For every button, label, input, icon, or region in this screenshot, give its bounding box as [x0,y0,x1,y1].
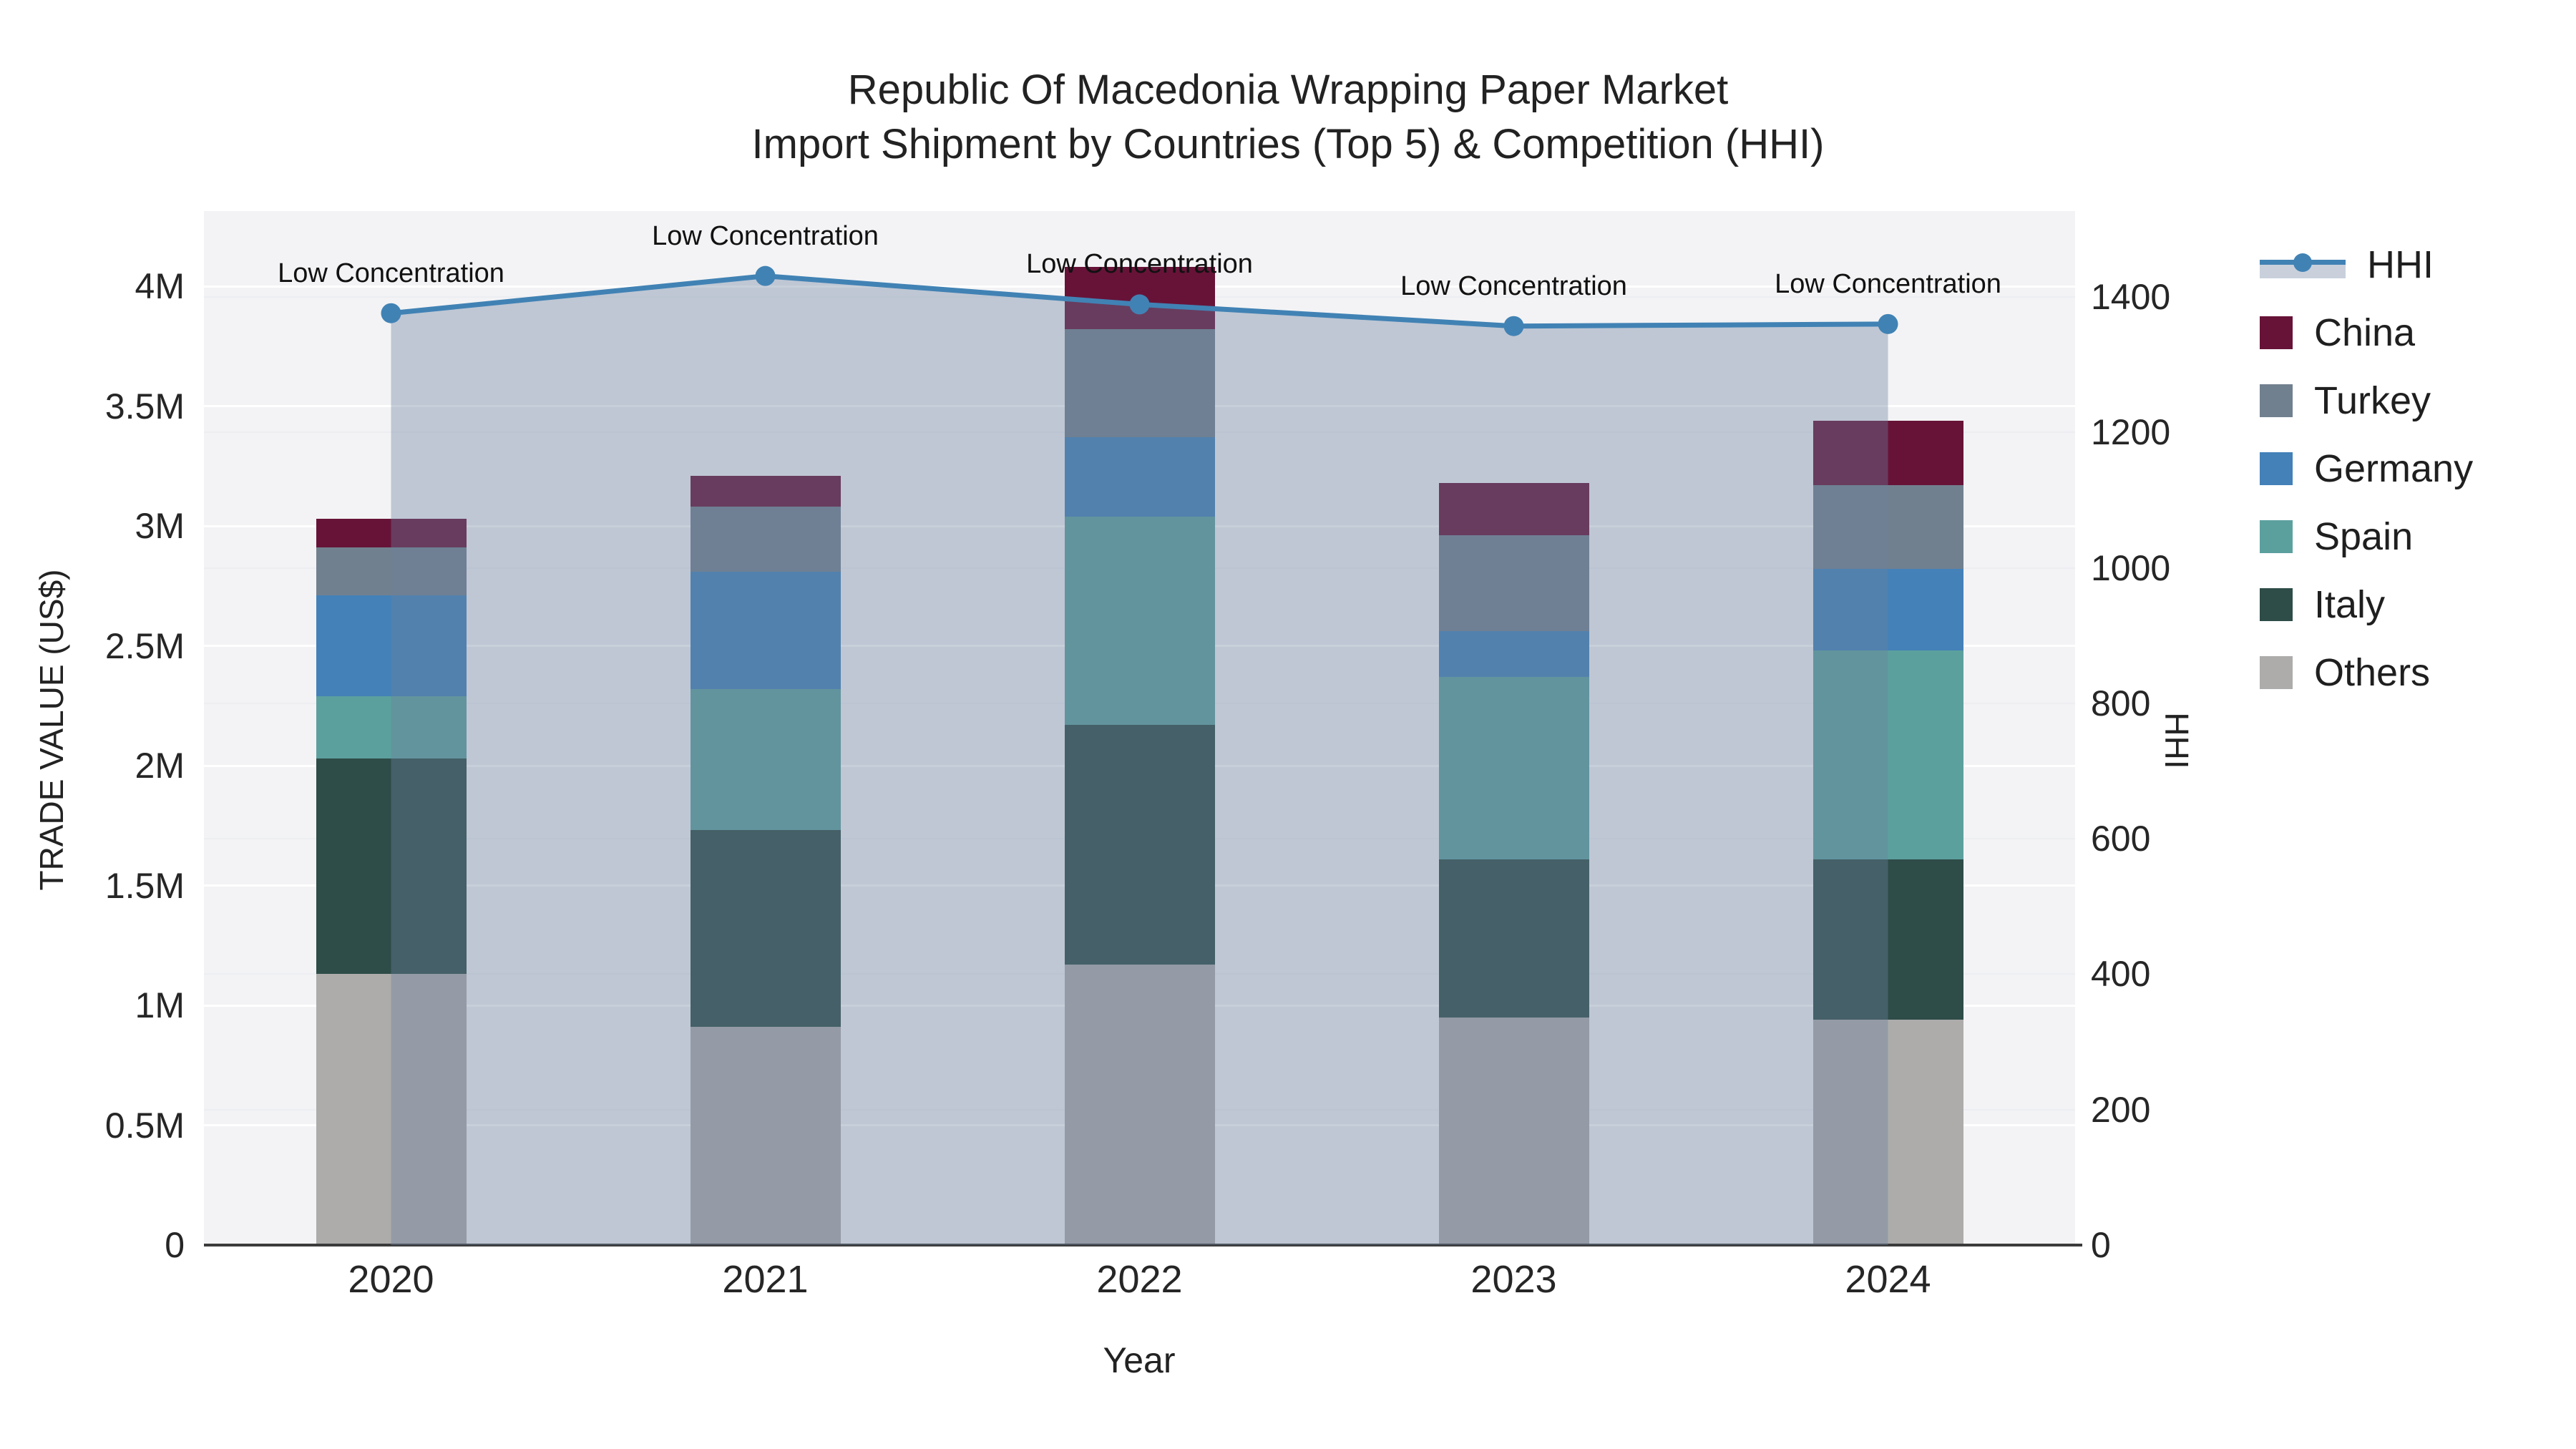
bar-segment-others-2021[interactable] [690,1027,841,1245]
hhi-marker-2023[interactable] [1503,316,1524,336]
left-tick-3M: 3M [135,506,185,546]
bar-segment-turkey-2024[interactable] [1813,485,1963,570]
bar-segment-others-2024[interactable] [1813,1020,1963,1245]
bar-segment-turkey-2023[interactable] [1438,535,1589,632]
bar-segment-germany-2024[interactable] [1813,569,1963,651]
legend-item-germany[interactable]: Germany [2260,434,2575,502]
bar-segment-germany-2023[interactable] [1438,631,1589,678]
germany-swatch [2260,452,2293,485]
bar-segment-italy-2021[interactable] [690,830,841,1028]
hhi-marker-2021[interactable] [755,265,776,286]
hhi-marker-2022[interactable] [1129,294,1150,315]
legend-label: Turkey [2314,379,2431,422]
hhi-area-fill [391,275,1888,1246]
annotation-2021: Low Concentration [652,220,879,251]
legend-item-turkey[interactable]: Turkey [2260,366,2575,434]
bar-segment-spain-2024[interactable] [1813,650,1963,859]
legend-label: HHI [2367,243,2434,286]
right-tick-1200: 1200 [2091,412,2171,453]
left-tick-2.5M: 2.5M [104,625,185,666]
bar-segment-spain-2023[interactable] [1438,677,1589,859]
bar-segment-italy-2024[interactable] [1813,859,1963,1020]
left-tick-0: 0 [165,1225,185,1265]
bar-segment-turkey-2021[interactable] [690,507,841,572]
spain-swatch [2260,519,2293,553]
x-tick-2022: 2022 [1096,1258,1183,1301]
right-tick-600: 600 [2091,819,2151,859]
legend-item-others[interactable]: Others [2260,638,2575,706]
x-tick-2023: 2023 [1470,1258,1557,1301]
annotation-2024: Low Concentration [1775,268,2001,299]
legend: HHI China Turkey Germany Spain Italy Oth… [2260,230,2575,706]
bar-segment-others-2023[interactable] [1438,1017,1589,1245]
bar-segment-china-2021[interactable] [690,475,841,507]
bar-segment-germany-2020[interactable] [316,595,467,696]
bar-segment-turkey-2022[interactable] [1064,329,1215,438]
chart-title-line2: Import Shipment by Countries (Top 5) & C… [751,121,1825,167]
hhi-marker-2024[interactable] [1878,313,1898,334]
others-swatch [2260,655,2293,689]
legend-label: China [2314,311,2416,354]
bar-segment-italy-2022[interactable] [1064,725,1215,965]
x-axis-line [204,1244,2082,1246]
bar-segment-china-2024[interactable] [1813,420,1963,486]
turkey-swatch [2260,384,2293,417]
legend-item-spain[interactable]: Spain [2260,502,2575,570]
china-swatch [2260,316,2293,349]
right-tick-0: 0 [2091,1225,2111,1265]
x-tick-2020: 2020 [348,1258,434,1301]
annotation-2022: Low Concentration [1026,249,1253,280]
legend-label: Italy [2314,582,2386,626]
bar-segment-germany-2022[interactable] [1064,437,1215,517]
right-tick-800: 800 [2091,683,2151,723]
chart-title-line1: Republic Of Macedonia Wrapping Paper Mar… [847,67,1729,113]
x-tick-2024: 2024 [1845,1258,1931,1301]
x-tick-2021: 2021 [722,1258,809,1301]
right-tick-1000: 1000 [2091,547,2171,588]
bar-segment-spain-2022[interactable] [1064,516,1215,726]
legend-label: Germany [2314,447,2474,490]
right-tick-1400: 1400 [2091,277,2171,317]
left-tick-1M: 1M [135,985,185,1025]
bar-segment-china-2020[interactable] [316,518,467,548]
hhi-line-swatch [2260,248,2346,281]
left-tick-4M: 4M [135,266,185,306]
x-axis-title: Year [1103,1340,1176,1380]
legend-label: Others [2314,650,2431,694]
legend-label: Spain [2314,514,2414,558]
bar-segment-turkey-2020[interactable] [316,547,467,596]
annotation-2023: Low Concentration [1400,270,1627,301]
legend-item-hhi[interactable]: HHI [2260,230,2575,298]
bar-segment-italy-2020[interactable] [316,758,467,975]
italy-swatch [2260,587,2293,621]
bar-segment-others-2022[interactable] [1064,965,1215,1245]
bar-segment-spain-2020[interactable] [316,696,467,758]
legend-item-china[interactable]: China [2260,298,2575,366]
left-tick-2M: 2M [135,746,185,786]
left-tick-3.5M: 3.5M [104,386,185,426]
bar-segment-italy-2023[interactable] [1438,859,1589,1018]
annotation-2020: Low Concentration [278,258,504,288]
right-tick-200: 200 [2091,1089,2151,1130]
bar-segment-others-2020[interactable] [316,974,467,1245]
right-tick-400: 400 [2091,954,2151,995]
bar-segment-germany-2021[interactable] [690,571,841,689]
left-tick-0.5M: 0.5M [104,1105,185,1146]
bar-segment-china-2023[interactable] [1438,482,1589,536]
left-tick-1.5M: 1.5M [104,865,185,906]
hhi-marker-2020[interactable] [381,303,401,323]
legend-item-italy[interactable]: Italy [2260,570,2575,638]
bar-segment-spain-2021[interactable] [690,688,841,831]
